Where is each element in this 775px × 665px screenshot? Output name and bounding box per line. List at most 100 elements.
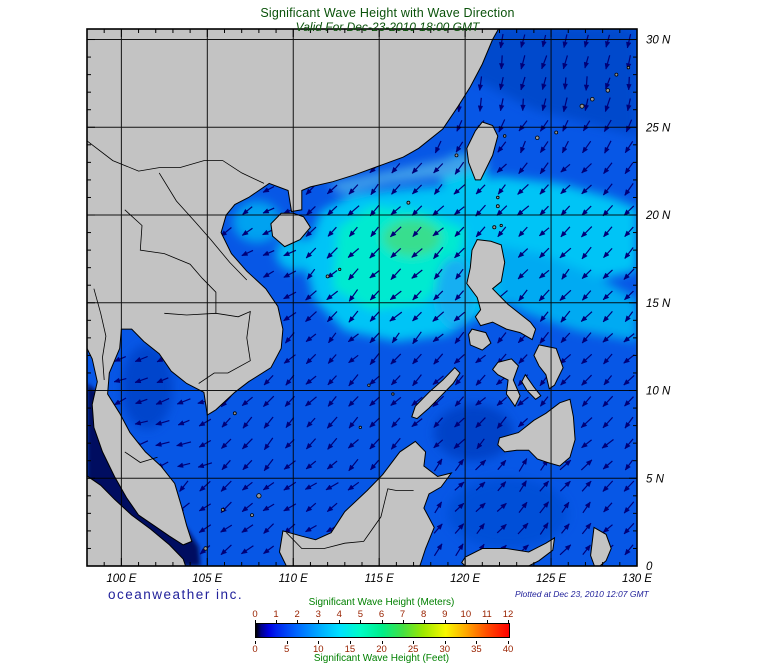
wave-arrow (326, 502, 338, 513)
wave-arrow (305, 460, 317, 470)
island-dot (232, 411, 237, 416)
colorbar-feet-value: 15 (344, 644, 356, 655)
wave-arrow (581, 205, 592, 216)
wave-arrow (517, 522, 529, 535)
wave-arrow (220, 544, 232, 556)
wave-arrow (539, 184, 549, 195)
island-dot (605, 88, 610, 93)
wave-arrow (348, 396, 359, 407)
wave-arrow (496, 523, 507, 534)
wave-arrow (560, 332, 571, 344)
wave-arrow (603, 226, 613, 238)
wave-arrow (283, 270, 297, 278)
wave-arrow (560, 205, 571, 216)
wave-arrow (241, 502, 253, 513)
wave-arrow (305, 226, 317, 237)
wave-arrow (581, 246, 592, 260)
wave-arrow (581, 269, 592, 280)
wave-arrow (560, 163, 571, 173)
wave-arrow (221, 459, 231, 471)
wave-arrow (601, 439, 614, 449)
wave-arrow (475, 417, 486, 429)
wave-arrow (198, 524, 212, 533)
colorbar-tick (402, 620, 404, 623)
wave-arrow (518, 226, 528, 237)
wave-arrow (369, 247, 380, 259)
wave-arrow (432, 375, 444, 385)
wave-arrow (539, 480, 550, 492)
wave-arrow (560, 226, 571, 238)
wave-arrow (580, 226, 593, 238)
wave-arrow (305, 311, 317, 323)
wave-arrow (582, 140, 592, 154)
wave-arrow (520, 34, 526, 49)
wave-arrow (325, 482, 339, 491)
wave-arrow (411, 184, 423, 195)
wave-arrow (411, 396, 423, 407)
wave-arrow (434, 140, 442, 154)
island-dot (503, 134, 507, 138)
wave-arrow (327, 205, 338, 216)
wave-arrow (390, 396, 402, 406)
wave-arrow (560, 374, 571, 386)
wave-arrow (390, 206, 401, 216)
wave-arrow (389, 226, 402, 238)
lon-tick-label: 130 E (622, 573, 652, 585)
colorbar-tick (297, 620, 299, 623)
small-islands (203, 65, 631, 551)
wave-arrow (581, 374, 593, 386)
wave-arrow (240, 545, 254, 555)
wave-arrow (498, 76, 505, 91)
wave-arrow (559, 544, 572, 556)
wave-arrow (453, 353, 465, 365)
wave-arrow (539, 501, 550, 514)
wave-arrow (306, 268, 316, 280)
wave-arrow (241, 396, 253, 407)
wave-arrow (412, 331, 422, 345)
wave-arrow (624, 140, 634, 154)
colorbar-meters-value: 9 (442, 609, 448, 620)
wave-arrow (262, 207, 275, 214)
wave-arrow (561, 501, 570, 513)
wave-arrow (389, 311, 403, 322)
wave-arrow (221, 417, 231, 428)
wave-arrow (604, 97, 611, 113)
wave-arrow (580, 417, 593, 429)
wave-arrow (541, 55, 548, 70)
wave-arrow (369, 204, 380, 217)
wave-arrow (433, 268, 443, 280)
wave-arrow (603, 247, 613, 259)
wave-arrow (283, 503, 297, 512)
wave-arrow (539, 205, 549, 216)
colorbar-meters-value: 4 (336, 609, 342, 620)
wave-arrow (497, 141, 507, 153)
wave-arrow (220, 480, 232, 492)
wave-arrow (624, 290, 634, 301)
wave-arrow (390, 247, 402, 259)
wave-arrow (519, 480, 527, 493)
field-celebes-sea (447, 478, 569, 549)
wave-arrow (624, 226, 634, 238)
wave-arrow (262, 482, 275, 491)
wave-arrow (561, 140, 569, 154)
wave-arrow (454, 331, 465, 345)
wave-arrow (623, 480, 635, 492)
colorbar-tick (476, 641, 478, 644)
island-dot (614, 72, 619, 77)
wave-arrow (538, 227, 550, 237)
wave-arrow (412, 290, 422, 301)
wave-arrow (623, 374, 635, 386)
island-dot (626, 65, 631, 70)
wave-arrow (411, 269, 423, 279)
wave-arrow (623, 354, 635, 364)
wave-arrow (263, 458, 274, 472)
wave-arrow (602, 395, 614, 408)
wave-arrow (155, 397, 170, 405)
wave-arrow (454, 523, 465, 534)
wave-arrow (539, 331, 549, 344)
border-line (158, 172, 248, 281)
lat-tick-label: 5 N (646, 473, 665, 485)
wave-arrow (581, 353, 593, 365)
wave-arrow (328, 332, 337, 344)
lon-tick-label: 110 E (279, 573, 309, 585)
